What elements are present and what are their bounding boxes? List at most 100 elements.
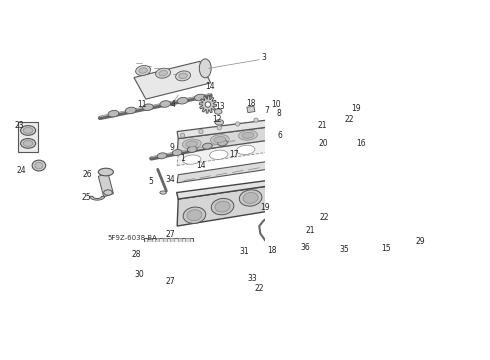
Polygon shape <box>157 272 258 293</box>
Text: 33: 33 <box>248 274 258 283</box>
Ellipse shape <box>239 190 262 206</box>
Circle shape <box>352 137 357 142</box>
Circle shape <box>344 138 347 140</box>
Ellipse shape <box>160 191 166 194</box>
Polygon shape <box>378 197 408 228</box>
Ellipse shape <box>136 66 150 76</box>
Text: 3: 3 <box>261 53 266 62</box>
Circle shape <box>199 129 203 134</box>
Polygon shape <box>90 196 105 200</box>
Circle shape <box>396 196 403 202</box>
Polygon shape <box>368 148 418 239</box>
Ellipse shape <box>160 101 171 107</box>
Ellipse shape <box>23 140 33 147</box>
Polygon shape <box>177 161 269 183</box>
Circle shape <box>348 131 350 134</box>
Circle shape <box>254 118 258 122</box>
Polygon shape <box>177 126 275 153</box>
Text: 31: 31 <box>239 247 249 256</box>
Circle shape <box>340 110 342 112</box>
Text: 5: 5 <box>149 177 154 186</box>
Ellipse shape <box>187 248 195 258</box>
Circle shape <box>266 111 271 116</box>
Text: 16: 16 <box>356 139 366 148</box>
Polygon shape <box>178 238 182 244</box>
Text: 36: 36 <box>300 243 310 252</box>
Text: 30: 30 <box>134 270 144 279</box>
Ellipse shape <box>202 143 212 149</box>
Ellipse shape <box>156 68 171 78</box>
Ellipse shape <box>191 254 202 261</box>
Polygon shape <box>199 96 217 113</box>
Ellipse shape <box>159 71 168 76</box>
Ellipse shape <box>165 244 205 271</box>
Ellipse shape <box>215 201 230 212</box>
Polygon shape <box>222 248 242 267</box>
Text: 12: 12 <box>212 114 222 123</box>
Ellipse shape <box>188 146 197 152</box>
Polygon shape <box>134 61 211 99</box>
Polygon shape <box>170 273 174 278</box>
Text: 21: 21 <box>306 226 315 235</box>
Ellipse shape <box>281 153 287 156</box>
Ellipse shape <box>35 162 43 169</box>
Ellipse shape <box>168 254 178 261</box>
Circle shape <box>348 122 350 124</box>
Ellipse shape <box>270 105 277 111</box>
Text: 14: 14 <box>205 82 214 91</box>
Polygon shape <box>186 290 202 300</box>
Text: 19: 19 <box>260 203 270 212</box>
Ellipse shape <box>175 248 183 258</box>
Ellipse shape <box>179 73 187 78</box>
Text: 22: 22 <box>254 284 264 293</box>
Ellipse shape <box>243 193 258 203</box>
Circle shape <box>180 133 185 138</box>
Ellipse shape <box>210 135 229 144</box>
Text: 28: 28 <box>131 249 141 258</box>
Ellipse shape <box>199 59 211 78</box>
Circle shape <box>228 253 236 261</box>
Ellipse shape <box>186 141 197 147</box>
Ellipse shape <box>146 264 155 272</box>
Circle shape <box>217 126 221 130</box>
Polygon shape <box>98 173 113 197</box>
Text: 13: 13 <box>216 102 225 111</box>
Polygon shape <box>247 106 255 113</box>
Ellipse shape <box>237 145 255 154</box>
Text: 35: 35 <box>340 245 349 254</box>
Polygon shape <box>163 273 167 278</box>
Ellipse shape <box>215 109 222 114</box>
Text: 7: 7 <box>265 106 269 115</box>
Polygon shape <box>163 238 167 244</box>
Polygon shape <box>342 112 347 137</box>
Polygon shape <box>147 238 152 244</box>
Circle shape <box>236 122 240 126</box>
Polygon shape <box>157 281 259 319</box>
Ellipse shape <box>214 136 226 143</box>
Ellipse shape <box>239 130 257 140</box>
Polygon shape <box>235 280 251 290</box>
Text: 5F9Z-6038-BA: 5F9Z-6038-BA <box>107 235 157 241</box>
Polygon shape <box>144 238 193 251</box>
Text: 6: 6 <box>278 131 283 140</box>
Ellipse shape <box>326 139 333 143</box>
Text: 19: 19 <box>352 104 361 113</box>
Text: 27: 27 <box>166 276 175 285</box>
Polygon shape <box>338 229 371 245</box>
Text: 22: 22 <box>344 115 354 124</box>
Ellipse shape <box>242 132 254 138</box>
Polygon shape <box>271 119 275 140</box>
Circle shape <box>386 177 392 183</box>
Circle shape <box>345 114 347 116</box>
Polygon shape <box>211 285 227 295</box>
Ellipse shape <box>187 210 202 221</box>
Ellipse shape <box>183 207 206 224</box>
Text: 14: 14 <box>196 161 206 170</box>
Polygon shape <box>284 237 305 258</box>
Ellipse shape <box>170 248 199 267</box>
Circle shape <box>329 118 331 120</box>
Text: 21: 21 <box>317 121 327 130</box>
Polygon shape <box>177 185 271 226</box>
Ellipse shape <box>157 153 167 159</box>
Text: 4: 4 <box>171 100 175 109</box>
